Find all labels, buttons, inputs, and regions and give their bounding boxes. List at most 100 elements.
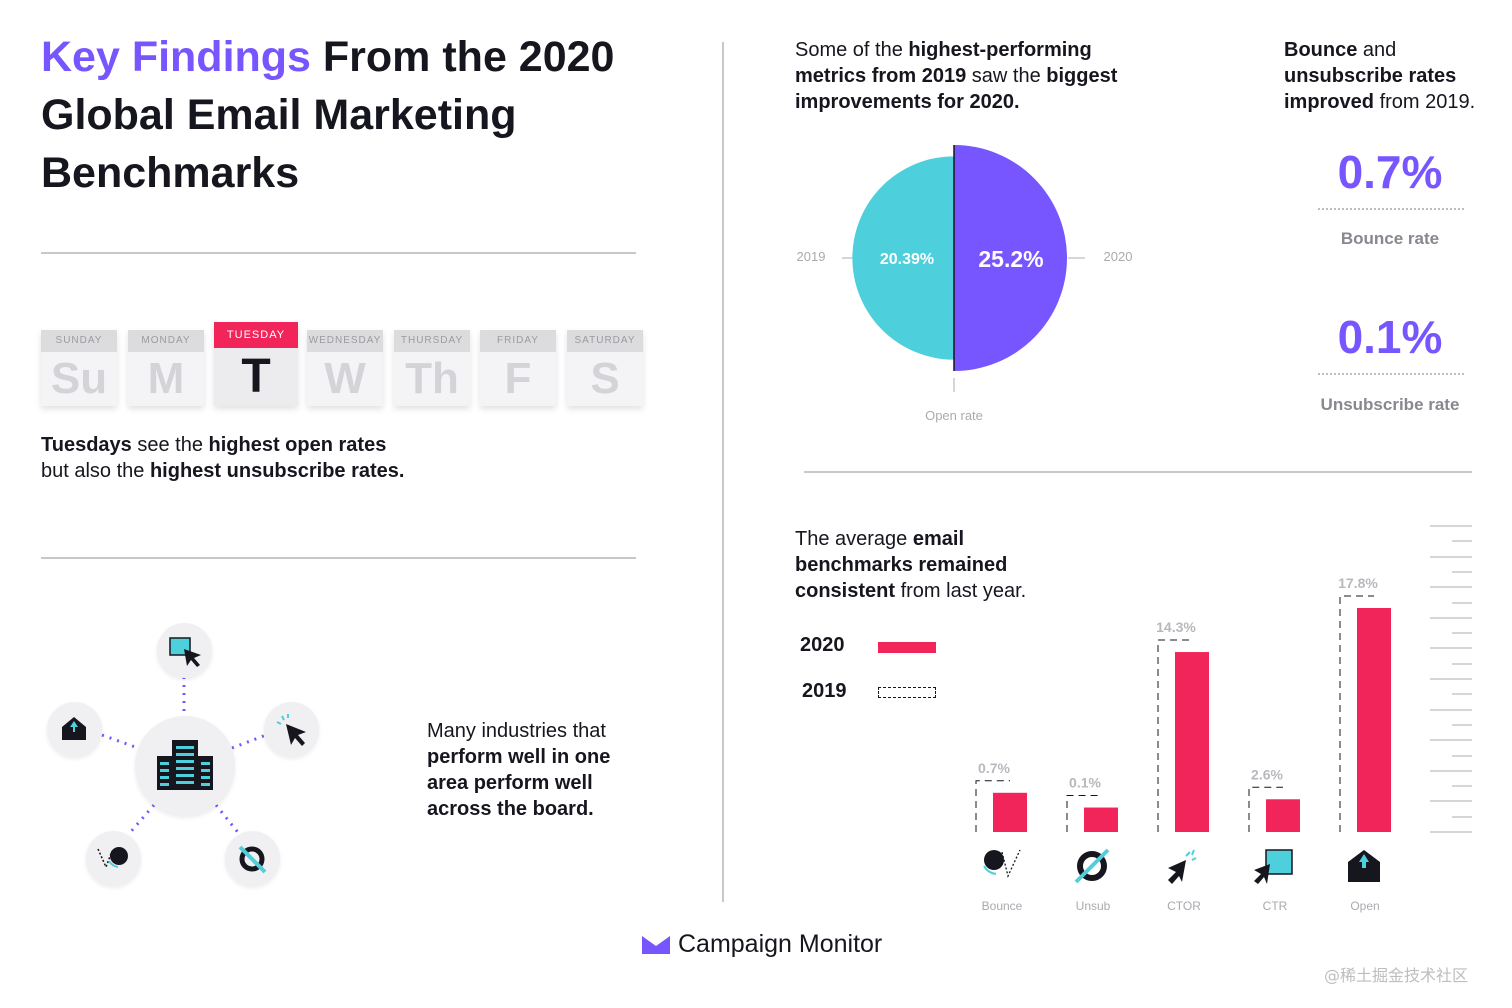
day-short: Th: [405, 354, 459, 403]
ctr-icon: [1254, 849, 1293, 884]
caption-text: from last year.: [895, 580, 1027, 602]
caption-bold: highest-performing: [908, 39, 1092, 61]
scale-tick: [1430, 678, 1472, 680]
node-bounce: [86, 831, 141, 886]
unsub-value: 0.1%: [1337, 311, 1443, 363]
open-rate-chart: 2019 2020 20.39% 25.2% Open rate: [797, 145, 1133, 423]
pie-slice-2020: [954, 145, 1067, 371]
scale-tick: [1430, 800, 1472, 803]
legend-label-2019: 2019: [802, 680, 847, 702]
bounce-label-wrap: Bounce rate: [1300, 229, 1480, 249]
scale-tick: [1452, 785, 1472, 788]
page-title: Key Findings From the 2020 Global Email …: [41, 28, 681, 202]
caption-text: The average: [795, 528, 913, 550]
unsubscribe-icon: [238, 845, 267, 874]
legend-swatch-2020: [878, 642, 936, 653]
bar-2020: [1175, 652, 1209, 832]
unsub-stat: 0.1%: [1300, 310, 1480, 364]
unsubscribe-icon: [1074, 848, 1110, 884]
bar-value-label: 0.7%: [978, 760, 1010, 776]
node-ctr: [157, 623, 212, 678]
dotted-divider: [1318, 208, 1464, 210]
day-label: TUESDAY: [214, 322, 298, 348]
scale-tick: [1430, 769, 1472, 772]
title-rest: From the 2020 Global Email Marketing Ben…: [41, 33, 615, 197]
day-short: W: [324, 354, 366, 403]
scale-tick: [1430, 708, 1472, 711]
title-highlight: Key Findings: [41, 33, 311, 81]
day-label: THURSDAY: [394, 330, 470, 352]
campaign-monitor-logo-icon: [642, 935, 670, 954]
day-label: WEDNESDAY: [307, 330, 383, 352]
scale-tick: [1430, 616, 1472, 619]
day-tile-saturday: SATURDAY S: [567, 330, 643, 406]
day-tile-tuesday: TUESDAY T: [214, 322, 298, 406]
caption-text: but also the: [41, 460, 150, 482]
day-short: T: [241, 350, 271, 403]
day-short: M: [147, 354, 185, 403]
caption-bold: metrics from 2019: [795, 65, 967, 87]
benchmarks-caption: The average email benchmarks remained cons…: [795, 526, 1055, 604]
bar-2019-outline: [1248, 786, 1283, 832]
open-rate-caption: Some of the highest-performing metrics fr…: [795, 37, 1175, 115]
center-node: [135, 716, 235, 816]
brand-name: Campaign Monitor: [678, 930, 883, 958]
day-short: Su: [50, 354, 108, 403]
industry-network-diagram: [101, 677, 267, 836]
node-ctor: [264, 702, 319, 757]
bar-2019-outline: [1339, 595, 1374, 832]
category-label: Bounce: [981, 899, 1023, 913]
industries-caption: Many industries that perform well in one a…: [427, 718, 657, 822]
divider: [41, 557, 636, 559]
caption-text: and: [1357, 39, 1397, 61]
day-tile-friday: FRIDAY F: [480, 330, 556, 406]
bounce-icon: [97, 847, 128, 869]
unsub-label-wrap: Unsubscribe rate: [1300, 395, 1480, 415]
bar-value-label: 2.6%: [1251, 766, 1283, 782]
ctor-icon: [1168, 849, 1197, 884]
node-open: [47, 702, 102, 757]
pie-value-2019: 20.39%: [880, 251, 934, 268]
day-tile-thursday: THURSDAY Th: [394, 330, 470, 406]
benchmark-bar-chart: 0.7% 0.1% 14.3% 2.6% 17.8%: [975, 575, 1391, 884]
bounce-value: 0.7%: [1337, 146, 1443, 198]
day-label: SATURDAY: [567, 330, 643, 352]
column-divider: [722, 42, 724, 902]
scale-tick: [1452, 540, 1472, 543]
day-short: S: [590, 354, 620, 403]
day-label: SUNDAY: [41, 330, 117, 352]
caption-bold: highest open rates: [208, 434, 387, 456]
pie-value-2020: 25.2%: [978, 246, 1043, 272]
watermark: @稀土掘金技术社区: [1324, 966, 1469, 985]
caption-bold: Tuesdays: [41, 434, 132, 456]
rates-caption: Bounce and unsubscribe rates improved from…: [1284, 37, 1504, 115]
ctr-icon: [169, 637, 201, 667]
category-label: CTOR: [1167, 899, 1201, 913]
caption-text: see the: [131, 434, 209, 456]
scale-tick: [1452, 601, 1472, 604]
caption-bold: perform well in one: [427, 746, 611, 768]
bounce-label: Bounce rate: [1340, 229, 1440, 248]
bar-2019-outline: [1157, 639, 1192, 832]
caption-bold: highest unsubscribe rates.: [149, 460, 405, 482]
caption-text: Some of the: [795, 39, 909, 61]
scale-tick: [1452, 632, 1472, 635]
ctor-icon: [276, 714, 306, 746]
bar-2020: [993, 792, 1027, 832]
scale-tick: [1452, 570, 1472, 573]
day-label: MONDAY: [128, 330, 204, 352]
scale-tick: [1452, 754, 1472, 757]
pie-slice-2019: [852, 156, 954, 360]
divider: [41, 252, 636, 254]
tuesday-caption: Tuesdays see the highest open rates but a…: [41, 432, 641, 484]
day-tile-monday: MONDAY M: [128, 330, 204, 406]
caption-bold: consistent: [795, 580, 896, 602]
unsub-label: Unsubscribe rate: [1320, 395, 1460, 414]
bounce-stat: 0.7%: [1300, 145, 1480, 199]
pie-label-2020: 2020: [1104, 249, 1133, 264]
day-tile-wednesday: WEDNESDAY W: [307, 330, 383, 406]
caption-bold: biggest: [1046, 65, 1118, 87]
category-label: Open: [1350, 899, 1380, 913]
caption-bold: across the board.: [427, 798, 594, 820]
bar-2019-outline: [975, 780, 1010, 832]
